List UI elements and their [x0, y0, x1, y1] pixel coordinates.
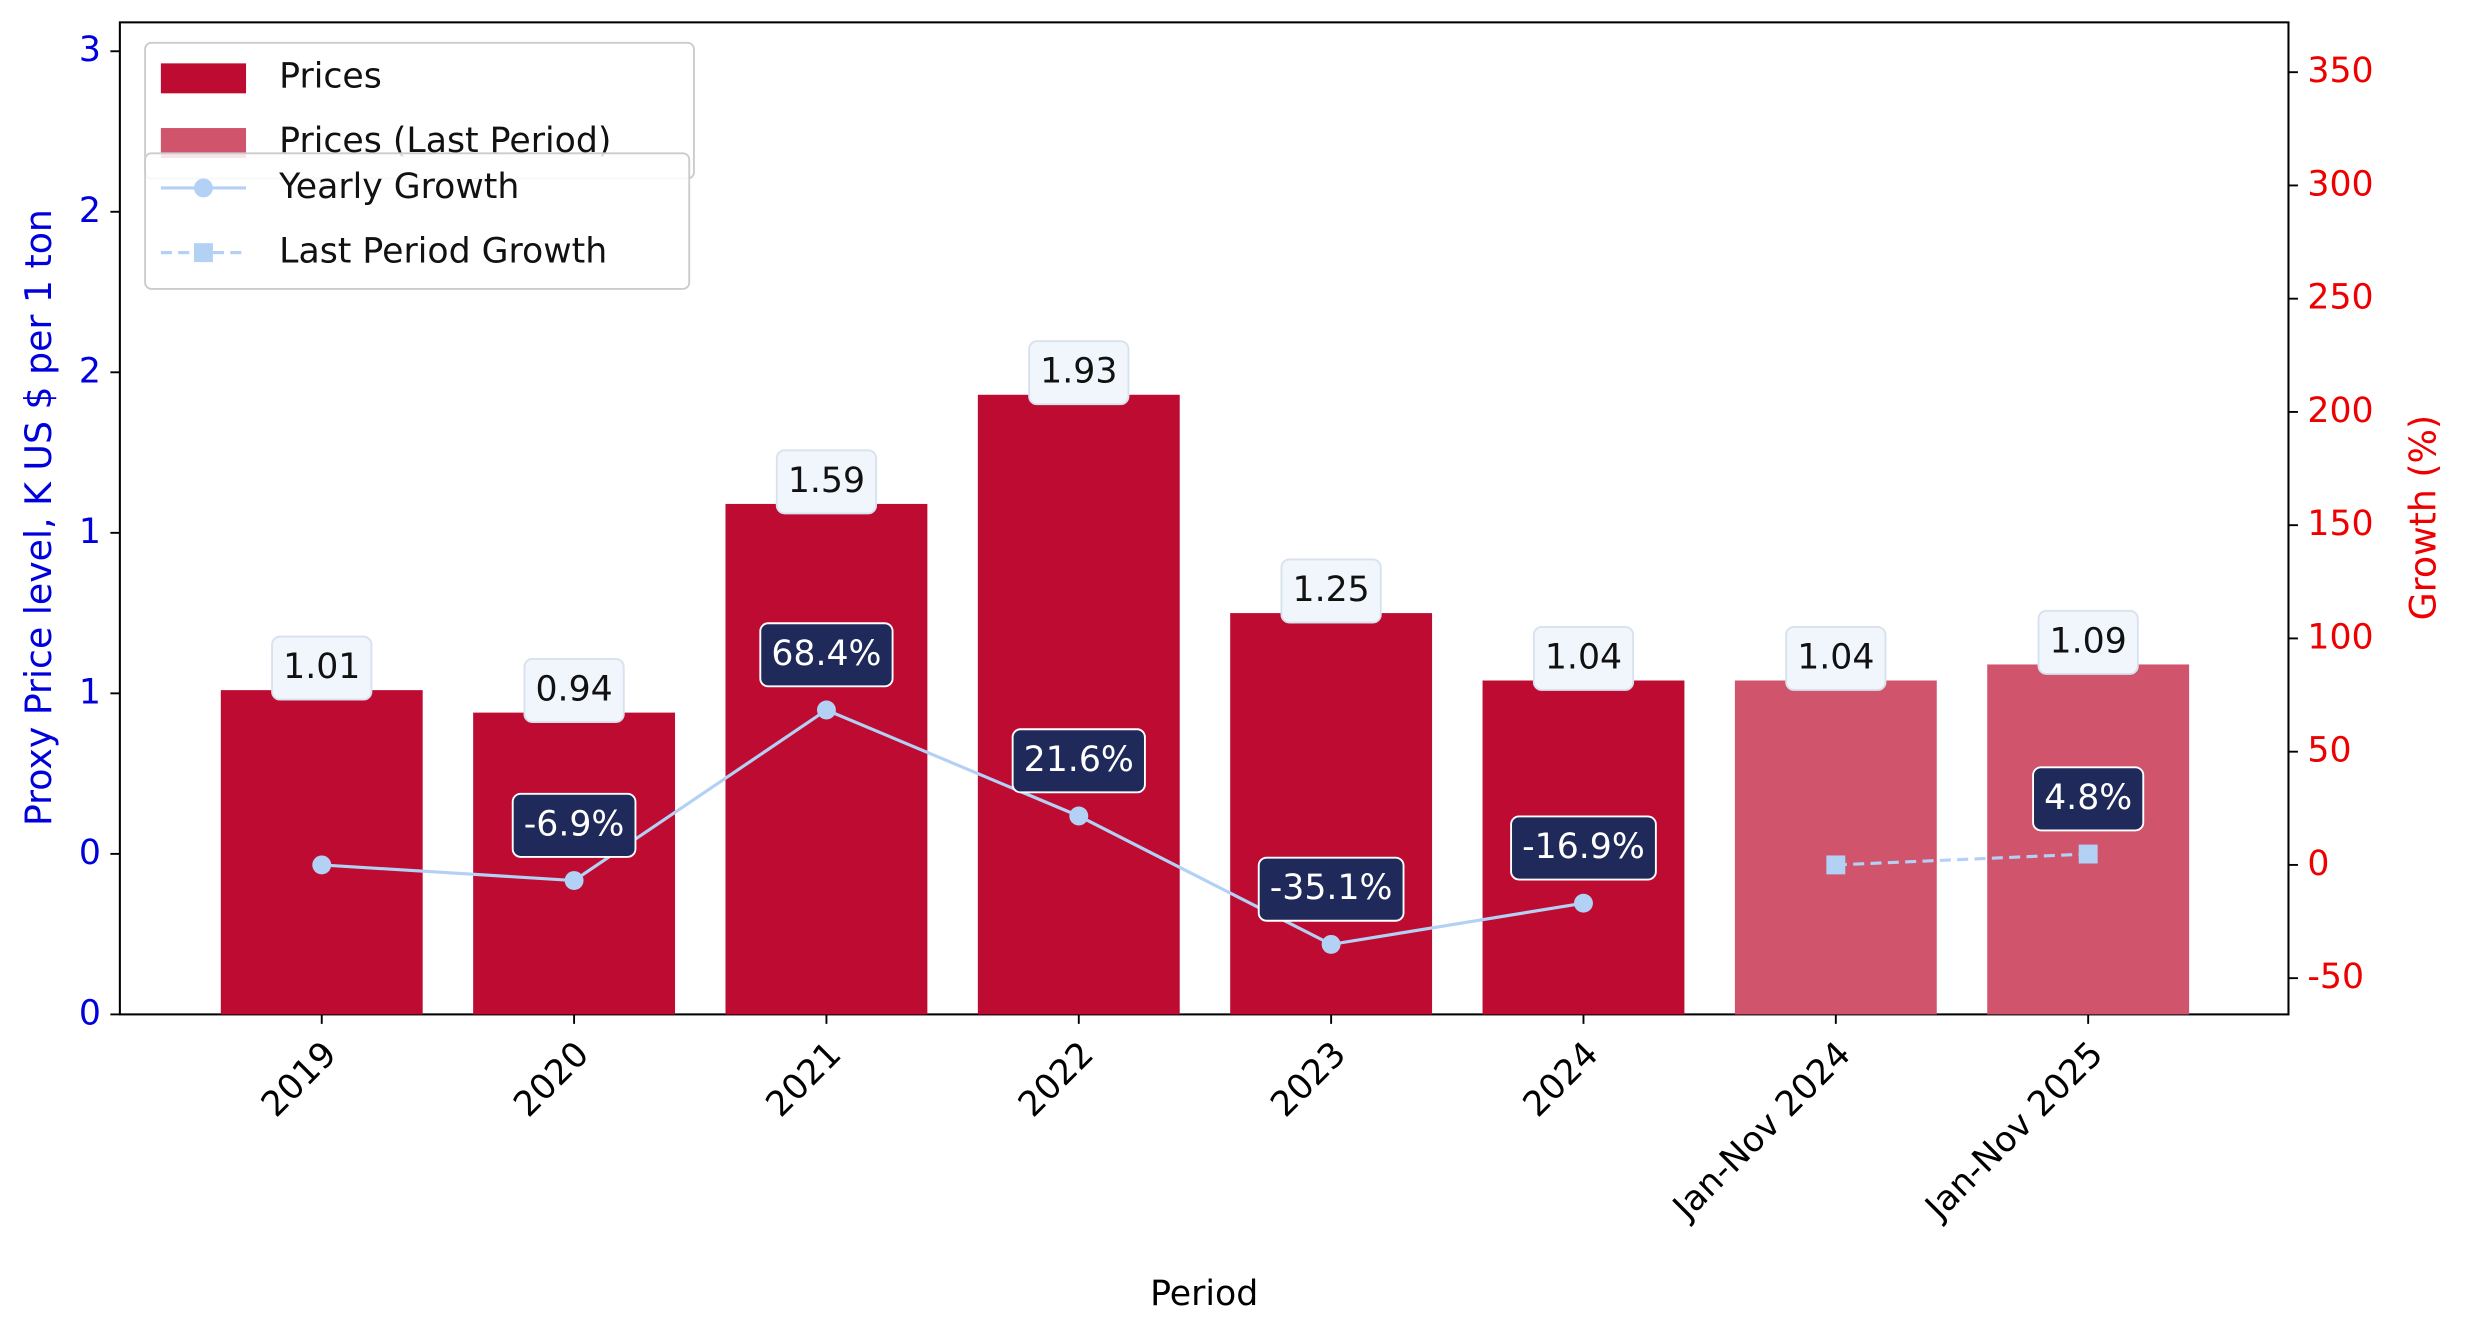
y2-axis-label: Growth (%) — [2402, 415, 2445, 621]
x-axis-label: Period — [1150, 1274, 1258, 1314]
y2-tick-label: 100 — [2307, 617, 2373, 657]
x-tick-label: Jan-Nov 2024 — [1664, 1034, 1858, 1228]
growth-marker — [312, 855, 332, 875]
x-tick-label: 2024 — [1516, 1034, 1607, 1125]
data-label-box — [1510, 815, 1657, 881]
growth-marker — [1069, 806, 1089, 826]
data-label: 0.94 — [523, 658, 625, 724]
data-label-box — [2032, 766, 2145, 832]
data-label-text: 1.93 — [1040, 352, 1117, 392]
data-label-box — [1532, 625, 1635, 691]
data-label: 1.04 — [1532, 625, 1635, 691]
growth-line — [321, 708, 1584, 947]
data-label-text: 1.01 — [283, 647, 360, 687]
data-label-box — [1028, 340, 1130, 406]
bar — [725, 503, 928, 1015]
data-label-text: -16.9% — [1522, 827, 1645, 867]
legend-marker — [193, 243, 213, 263]
y-tick-label: 2 — [79, 191, 101, 231]
data-label: 1.93 — [1028, 340, 1130, 406]
growth-marker — [1574, 893, 1593, 913]
data-label-text: 1.59 — [788, 461, 865, 501]
data-label: 68.4% — [759, 622, 894, 688]
data-label: 1.04 — [1785, 625, 1887, 691]
data-label: 4.8% — [2032, 766, 2145, 832]
bar — [473, 712, 676, 1015]
y-tick-label: 3 — [79, 30, 101, 70]
data-label-box — [2037, 609, 2139, 675]
y-tick-label: 1 — [79, 512, 101, 552]
data-label: -16.9% — [1510, 815, 1657, 881]
data-label-box — [775, 449, 878, 515]
data-label-text: 1.09 — [2050, 621, 2127, 661]
x-tick-label: 2022 — [1011, 1034, 1102, 1125]
data-label-box — [511, 792, 637, 858]
y2-tick-label: 350 — [2307, 51, 2373, 91]
y2-tick-label: 50 — [2307, 731, 2351, 771]
data-label-text: 0.94 — [535, 670, 612, 710]
legend-swatch — [160, 63, 247, 94]
x-tick-label: 2021 — [759, 1034, 850, 1125]
data-label-text: -35.1% — [1270, 868, 1393, 908]
data-label-text: 21.6% — [1024, 740, 1134, 780]
y2-tick-label: 200 — [2307, 391, 2373, 431]
growth-marker — [564, 871, 584, 891]
y2-tick-label: 300 — [2307, 164, 2373, 204]
data-label-text: 4.8% — [2044, 778, 2132, 818]
x-tick-label: 2020 — [506, 1034, 597, 1125]
data-label: 21.6% — [1011, 728, 1146, 794]
y-tick-label: 0 — [79, 833, 101, 873]
y-tick-label: 1 — [79, 672, 101, 712]
y-axis-label: Proxy Price level, K US $ per 1 ton — [17, 209, 60, 826]
growth-marker — [1826, 855, 1846, 875]
bar — [220, 690, 423, 1015]
legend-marker — [193, 178, 213, 198]
data-label-box — [271, 635, 373, 701]
legend-label: Last Period Growth — [279, 232, 607, 272]
data-label-text: -6.9% — [524, 804, 625, 844]
legend: Yearly Growth Last Period Growth — [144, 152, 691, 290]
legend-label: Prices — [279, 57, 382, 97]
y-tick-label: 2 — [79, 351, 101, 391]
data-label-text: 1.25 — [1293, 570, 1370, 610]
data-label: 1.59 — [775, 449, 878, 515]
growth-marker — [1321, 934, 1341, 954]
y2-tick-label: 250 — [2307, 278, 2373, 318]
x-tick-label: 2023 — [1263, 1034, 1354, 1125]
growth-marker — [816, 700, 836, 720]
data-label-box — [1785, 625, 1887, 691]
data-label: 1.09 — [2037, 609, 2139, 675]
data-label-box — [1257, 856, 1405, 922]
legend-box — [144, 152, 691, 290]
legend-label: Yearly Growth — [278, 167, 519, 207]
data-label: -35.1% — [1257, 856, 1405, 922]
data-label: 1.01 — [271, 635, 373, 701]
data-label-text: 1.04 — [1545, 637, 1622, 677]
y2-tick-label: -50 — [2307, 957, 2364, 997]
data-label-text: 1.04 — [1797, 637, 1874, 677]
bar — [1734, 680, 1937, 1015]
x-tick-label: Jan-Nov 2025 — [1917, 1034, 2111, 1228]
plot-frame — [118, 21, 2290, 1016]
y2-tick-label: 0 — [2307, 844, 2329, 884]
bar — [977, 394, 1180, 1015]
data-label: 1.25 — [1280, 558, 1382, 624]
data-label-box — [1011, 728, 1146, 794]
y-tick-label: 0 — [79, 993, 101, 1033]
growth-line — [1835, 852, 2089, 867]
data-label: -6.9% — [511, 792, 637, 858]
data-label-text: 68.4% — [771, 634, 881, 674]
growth-marker — [2078, 844, 2098, 864]
bar — [1987, 664, 2190, 1015]
data-label-box — [1280, 558, 1382, 624]
x-tick-label: 2019 — [254, 1034, 345, 1125]
data-label-box — [759, 622, 894, 688]
bar — [1230, 613, 1433, 1015]
y2-tick-label: 150 — [2307, 504, 2373, 544]
data-label-box — [523, 658, 625, 724]
